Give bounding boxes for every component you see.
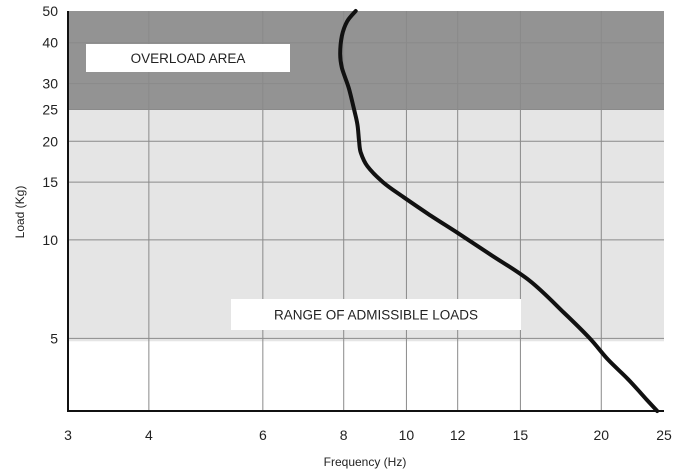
x-tick-label-10: 10	[399, 427, 415, 443]
y-tick-label-20: 20	[42, 133, 58, 149]
series-line-1	[338, 9, 660, 413]
region-label-box-range-of-admissible-loads	[231, 299, 521, 330]
x-tick-label-25: 25	[656, 427, 672, 443]
x-tick-label-20: 20	[593, 427, 609, 443]
x-tick-label-3: 3	[64, 427, 72, 443]
y-axis-ticks: 5 10 15 20 25 30 40 50	[42, 3, 58, 346]
y-tick-label-40: 40	[42, 35, 58, 51]
y-tick-label-15: 15	[42, 174, 58, 190]
load-regions	[68, 11, 664, 342]
x-axis-ticks: 3 4 6 8 10 12 15 20 25	[64, 427, 672, 443]
y-axis-label: Load (Kg)	[13, 186, 27, 239]
y-tick-label-5: 5	[50, 330, 58, 346]
chart-grid	[68, 11, 664, 411]
plot-frame	[67, 11, 664, 412]
y-tick-label-30: 30	[42, 76, 58, 92]
x-tick-label-15: 15	[513, 427, 529, 443]
y-tick-label-50: 50	[42, 3, 58, 19]
y-tick-label-10: 10	[42, 232, 58, 248]
x-tick-label-12: 12	[450, 427, 466, 443]
chart-series	[338, 9, 660, 413]
x-axis-label: Frequency (Hz)	[324, 455, 407, 469]
region-labels: OVERLOAD AREA RANGE OF ADMISSIBLE LOADS	[86, 44, 521, 330]
region-label-range-of-admissible-loads: RANGE OF ADMISSIBLE LOADS	[274, 308, 478, 323]
y-tick-label-25: 25	[42, 102, 58, 118]
region-label-overload-area: OVERLOAD AREA	[131, 51, 246, 66]
region-label-box-overload-area	[86, 44, 290, 72]
x-tick-label-4: 4	[145, 427, 153, 443]
x-tick-label-8: 8	[340, 427, 348, 443]
x-tick-label-6: 6	[259, 427, 267, 443]
